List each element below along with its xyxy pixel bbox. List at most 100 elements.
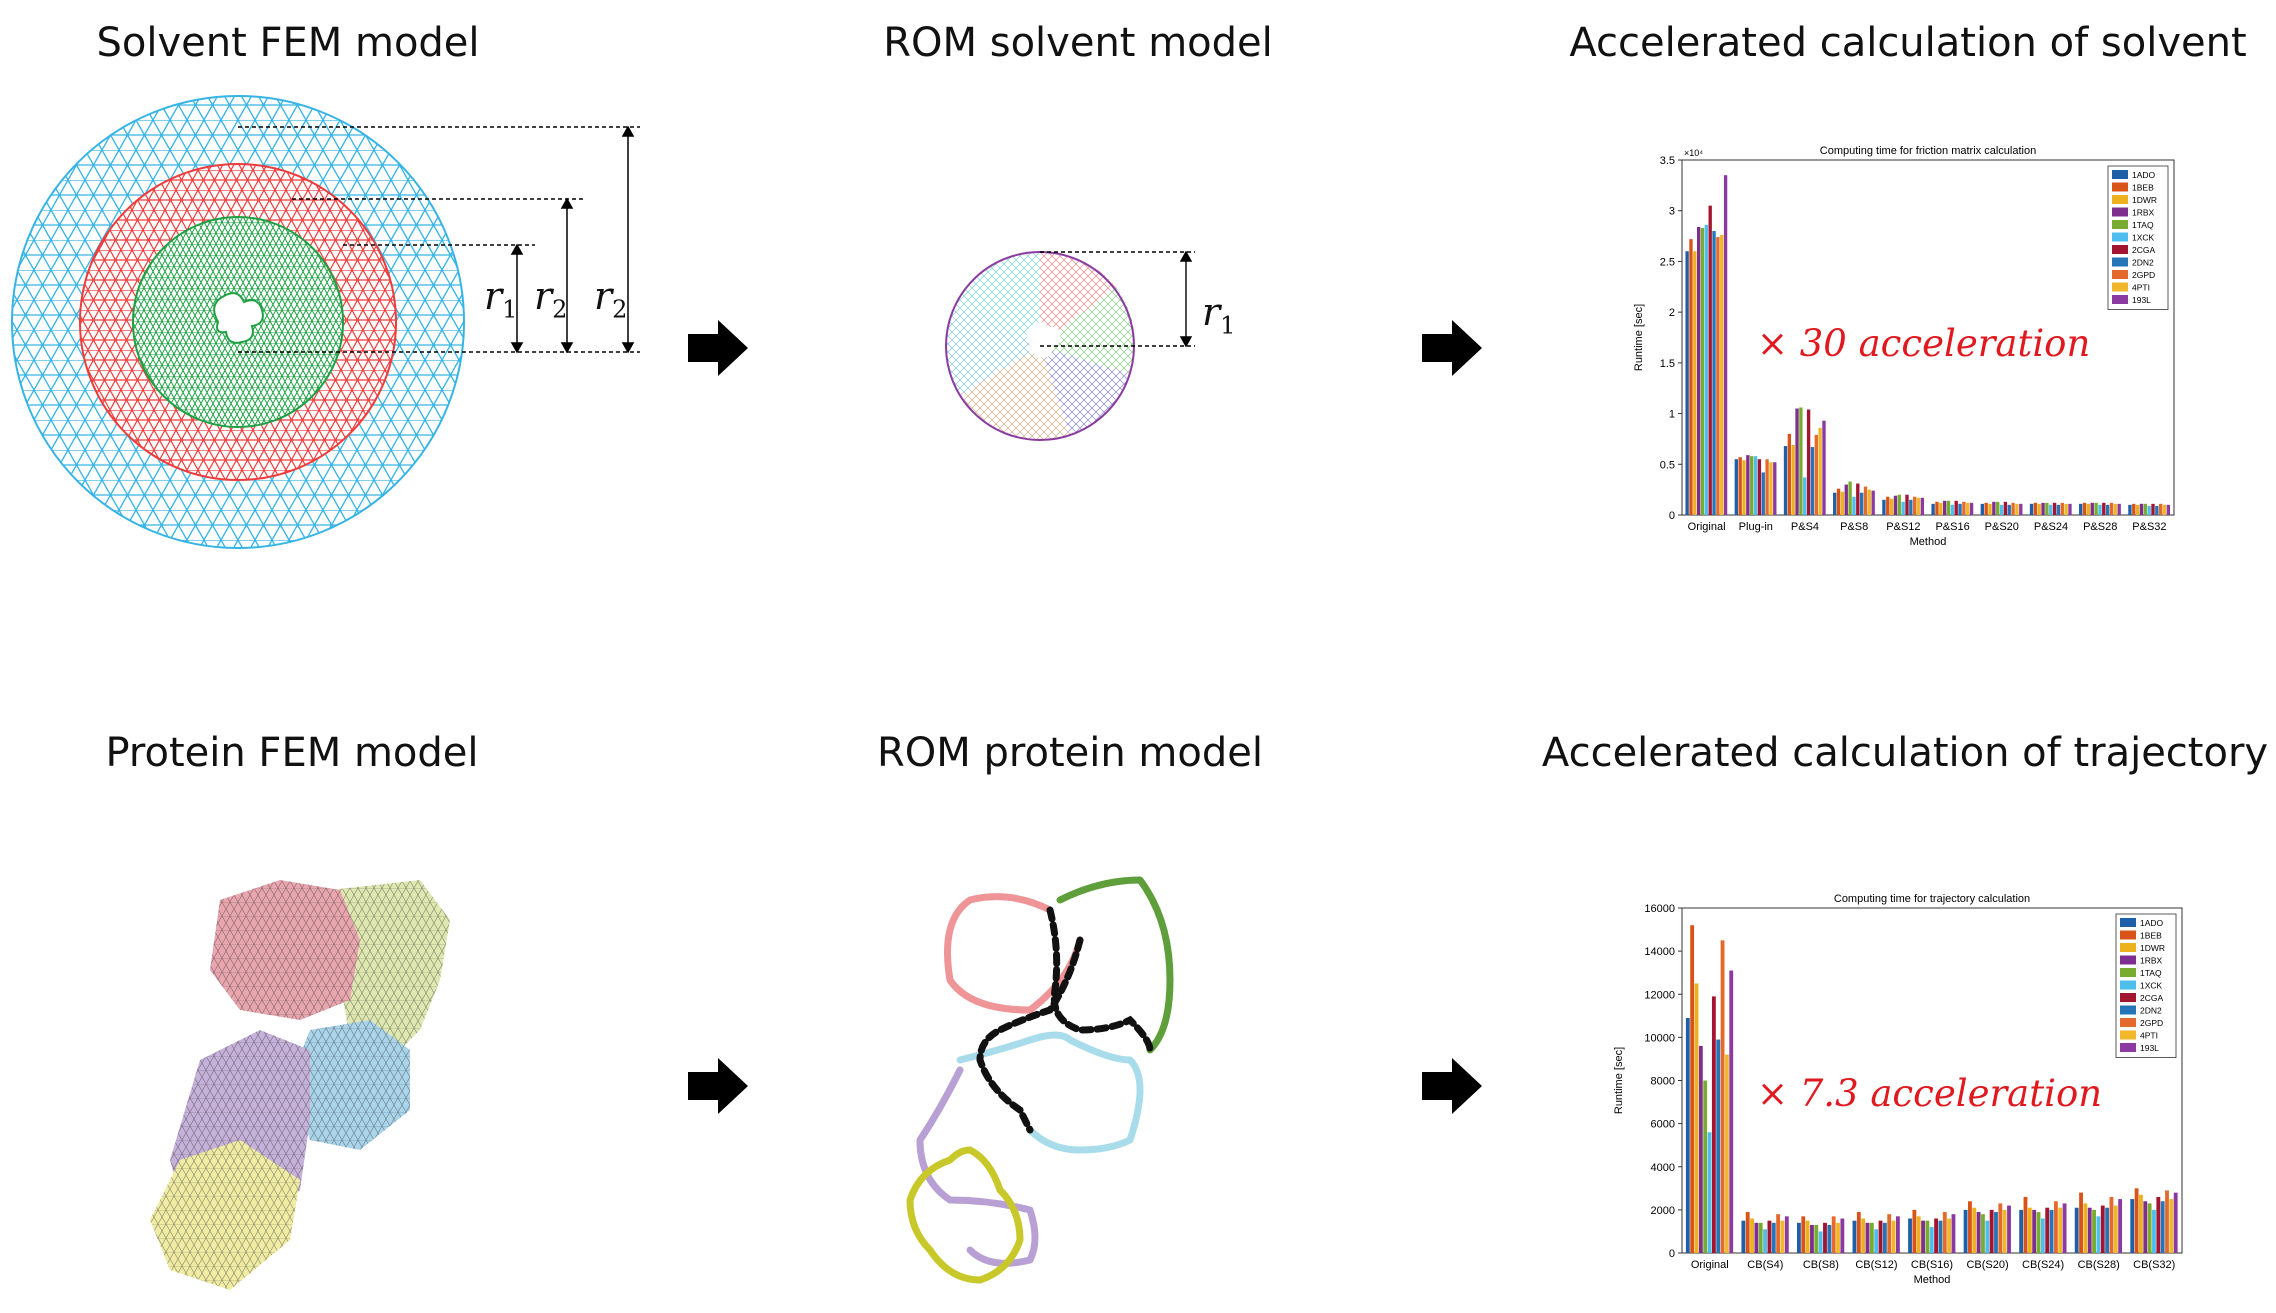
bar	[1962, 501, 1966, 515]
bar	[2074, 1207, 2079, 1253]
legend-swatch	[2112, 257, 2128, 267]
protein-fem-title: Protein FEM model	[105, 730, 479, 776]
bar	[1769, 462, 1773, 515]
bar	[1741, 1220, 1746, 1253]
bar	[2029, 503, 2034, 515]
bar	[1787, 433, 1792, 515]
bar	[1833, 492, 1837, 515]
accel-solvent-title: Accelerated calculation of solvent	[1569, 20, 2247, 66]
bar	[1750, 1218, 1754, 1253]
y-tick-label: 3.5	[1660, 155, 1675, 167]
rom-protein-diagram	[906, 876, 1174, 1284]
bar	[1810, 1224, 1814, 1253]
y-tick-label: 2	[1669, 307, 1675, 319]
bar	[2098, 504, 2102, 515]
protein-domain-red	[210, 880, 360, 1020]
bar	[1887, 1214, 1892, 1253]
bar	[1852, 496, 1856, 515]
bar	[2143, 503, 2147, 515]
bar	[2068, 503, 2072, 515]
bar	[1783, 446, 1788, 515]
bar	[1989, 1209, 1994, 1253]
r2-label: r2	[534, 274, 568, 324]
rom-solvent-title: ROM solvent model	[883, 20, 1273, 66]
accel-trajectory-title: Accelerated calculation of trajectory	[1541, 730, 2269, 776]
chart-title: Computing time for trajectory calculatio…	[1834, 893, 2030, 905]
bar	[2023, 1196, 2028, 1253]
bar	[1763, 1229, 1768, 1253]
bar	[1776, 1214, 1781, 1253]
legend-swatch	[2120, 1018, 2136, 1027]
bar	[2053, 1201, 2058, 1253]
bar	[1746, 455, 1750, 515]
x-tick-label: P&S12	[1886, 521, 1920, 533]
bar	[2159, 503, 2163, 515]
x-tick-label: P&S4	[1791, 521, 1819, 533]
solvent-fem-title: Solvent FEM model	[96, 20, 480, 66]
bar	[1859, 492, 1864, 515]
bar	[1803, 477, 1807, 515]
legend-swatch	[2120, 1043, 2136, 1052]
x-tick-label: CB(S24)	[2022, 1259, 2064, 1271]
bar	[1901, 501, 1905, 515]
bar	[2102, 502, 2106, 515]
bar	[1801, 1216, 1806, 1253]
bar	[1908, 1218, 1912, 1253]
bar	[1724, 1054, 1729, 1253]
bar	[1934, 1218, 1939, 1253]
bar	[1921, 1220, 1925, 1253]
r2-outer-label: r2	[594, 274, 628, 324]
y-tick-label: 10000	[1644, 1032, 1675, 1044]
legend-label: 2DN2	[2140, 1006, 2162, 1016]
bar	[1698, 1046, 1703, 1253]
bar	[1998, 1203, 2003, 1253]
bar	[1758, 1222, 1763, 1253]
bar	[1878, 1220, 1883, 1253]
bar	[1818, 427, 1822, 515]
bar	[1711, 996, 1716, 1253]
bar	[2152, 1209, 2156, 1253]
legend-label: 1BEB	[2140, 931, 2162, 941]
bar	[2019, 1209, 2024, 1253]
bar	[1716, 1039, 1721, 1253]
bar	[1823, 1222, 1827, 1253]
bar	[1925, 1220, 1930, 1253]
legend-swatch	[2120, 943, 2136, 952]
x-axis-label: Method	[1914, 1274, 1951, 1286]
x-tick-label: P&S32	[2132, 521, 2166, 533]
bar	[1874, 1229, 1879, 1253]
rom-outline-purple	[916, 1066, 1039, 1267]
bar	[1966, 502, 1970, 515]
bar	[2045, 1207, 2050, 1253]
bar	[1720, 940, 1725, 1253]
y-tick-label: 1.5	[1660, 358, 1675, 370]
bar	[1799, 407, 1803, 515]
bar	[1886, 496, 1890, 515]
y-tick-label: 8000	[1651, 1076, 1675, 1088]
legend-swatch	[2112, 295, 2128, 304]
x-tick-label: P&S28	[2083, 521, 2117, 533]
bar	[2041, 502, 2045, 515]
bar	[2165, 1190, 2169, 1253]
x-tick-label: CB(S12)	[1855, 1259, 1897, 1271]
bar	[2113, 1205, 2118, 1253]
x-tick-label: CB(S4)	[1747, 1259, 1783, 1271]
bar	[2166, 504, 2171, 515]
bar	[1844, 484, 1848, 515]
bar	[1805, 1220, 1810, 1253]
bar	[2079, 1192, 2083, 1253]
bar	[1773, 462, 1777, 515]
bar	[1935, 501, 1939, 515]
legend-label: 1DWR	[2132, 195, 2157, 205]
bar	[1836, 488, 1841, 515]
bar	[1795, 408, 1799, 515]
bar	[1954, 500, 1958, 515]
bar	[2160, 1201, 2165, 1253]
bar	[2156, 1196, 2161, 1253]
bar	[1694, 983, 1699, 1253]
y-tick-label: 2.5	[1660, 256, 1675, 268]
x-tick-label: CB(S28)	[2078, 1259, 2120, 1271]
legend-label: 1BEB	[2132, 183, 2154, 193]
bar	[1947, 1218, 1952, 1253]
bar	[1831, 1216, 1836, 1253]
